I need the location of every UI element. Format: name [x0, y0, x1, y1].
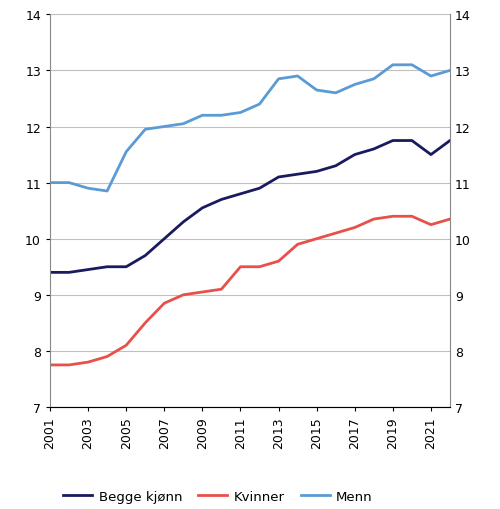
Menn [66, 180, 72, 186]
Menn [123, 149, 129, 155]
Menn [332, 91, 338, 97]
Menn [47, 180, 53, 186]
Kvinner [85, 359, 91, 365]
Menn [218, 113, 224, 119]
Kvinner [428, 222, 434, 228]
Kvinner [447, 217, 453, 223]
Kvinner [276, 259, 281, 265]
Kvinner [238, 264, 244, 270]
Menn [256, 102, 262, 108]
Menn [276, 77, 281, 83]
Menn [390, 63, 396, 69]
Begge kjønn [218, 197, 224, 203]
Begge kjønn [352, 152, 358, 158]
Menn [200, 113, 205, 119]
Kvinner [47, 362, 53, 369]
Menn [294, 74, 300, 80]
Kvinner [104, 354, 110, 360]
Menn [85, 186, 91, 192]
Begge kjønn [162, 236, 168, 242]
Kvinner [142, 320, 148, 326]
Kvinner [218, 287, 224, 293]
Line: Begge kjønn: Begge kjønn [50, 142, 450, 273]
Begge kjønn [256, 186, 262, 192]
Line: Menn: Menn [50, 66, 450, 192]
Begge kjønn [66, 270, 72, 276]
Menn [142, 127, 148, 133]
Begge kjønn [409, 138, 415, 145]
Line: Kvinner: Kvinner [50, 217, 450, 365]
Menn [352, 82, 358, 89]
Kvinner [352, 225, 358, 231]
Kvinner [123, 343, 129, 349]
Begge kjønn [142, 253, 148, 259]
Begge kjønn [332, 163, 338, 169]
Begge kjønn [104, 264, 110, 270]
Menn [447, 68, 453, 74]
Begge kjønn [428, 152, 434, 158]
Menn [180, 121, 186, 127]
Legend: Begge kjønn, Kvinner, Menn: Begge kjønn, Kvinner, Menn [58, 485, 378, 508]
Begge kjønn [47, 270, 53, 276]
Begge kjønn [390, 138, 396, 145]
Kvinner [180, 292, 186, 298]
Menn [314, 88, 320, 94]
Menn [409, 63, 415, 69]
Begge kjønn [180, 219, 186, 225]
Begge kjønn [294, 172, 300, 178]
Kvinner [332, 231, 338, 237]
Begge kjønn [200, 205, 205, 212]
Kvinner [66, 362, 72, 369]
Kvinner [390, 214, 396, 220]
Kvinner [314, 236, 320, 242]
Begge kjønn [314, 169, 320, 175]
Menn [371, 77, 377, 83]
Menn [428, 74, 434, 80]
Begge kjønn [447, 138, 453, 145]
Kvinner [256, 264, 262, 270]
Begge kjønn [85, 267, 91, 273]
Kvinner [371, 217, 377, 223]
Menn [238, 110, 244, 117]
Begge kjønn [371, 147, 377, 153]
Begge kjønn [276, 175, 281, 181]
Menn [162, 124, 168, 130]
Kvinner [294, 242, 300, 248]
Kvinner [409, 214, 415, 220]
Begge kjønn [238, 191, 244, 197]
Begge kjønn [123, 264, 129, 270]
Kvinner [162, 300, 168, 306]
Kvinner [200, 289, 205, 295]
Menn [104, 189, 110, 195]
